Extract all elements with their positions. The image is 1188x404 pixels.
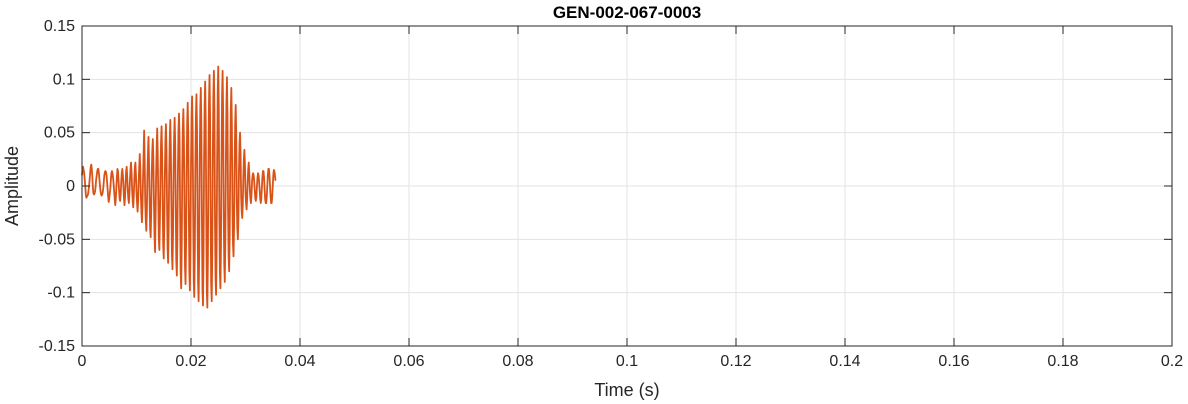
x-tick-label: 0.18	[1047, 353, 1078, 370]
x-tick-label: 0	[78, 353, 87, 370]
x-tick-label: 0.1	[616, 353, 638, 370]
x-tick-label: 0.2	[1161, 353, 1183, 370]
x-tick-label: 0.06	[393, 353, 424, 370]
x-tick-label: 0.04	[284, 353, 315, 370]
x-axis-label: Time (s)	[594, 380, 659, 400]
x-tick-label: 0.12	[720, 353, 751, 370]
y-tick-label: 0.15	[44, 18, 75, 35]
x-tick-label: 0.16	[938, 353, 969, 370]
series-layer	[81, 65, 277, 309]
y-axis-label: Amplitude	[2, 146, 22, 226]
y-tick-label: 0.05	[44, 125, 75, 142]
x-tick-label: 0.08	[502, 353, 533, 370]
y-tick-label: 0	[66, 178, 75, 195]
y-tick-label: -0.15	[39, 338, 76, 355]
ticks: 0 0.02 0.04 0.06 0.08 0.1 0.12 0.14 0.16 0.18 0.2 -…	[39, 18, 1184, 370]
y-tick-label: -0.1	[47, 285, 75, 302]
chart-title: GEN-002-067-0003	[553, 3, 701, 22]
y-tick-label: 0.1	[53, 71, 75, 88]
series-line	[81, 65, 277, 309]
x-tick-label: 0.02	[175, 353, 206, 370]
x-tick-label: 0.14	[829, 353, 860, 370]
y-tick-label: -0.05	[39, 231, 76, 248]
